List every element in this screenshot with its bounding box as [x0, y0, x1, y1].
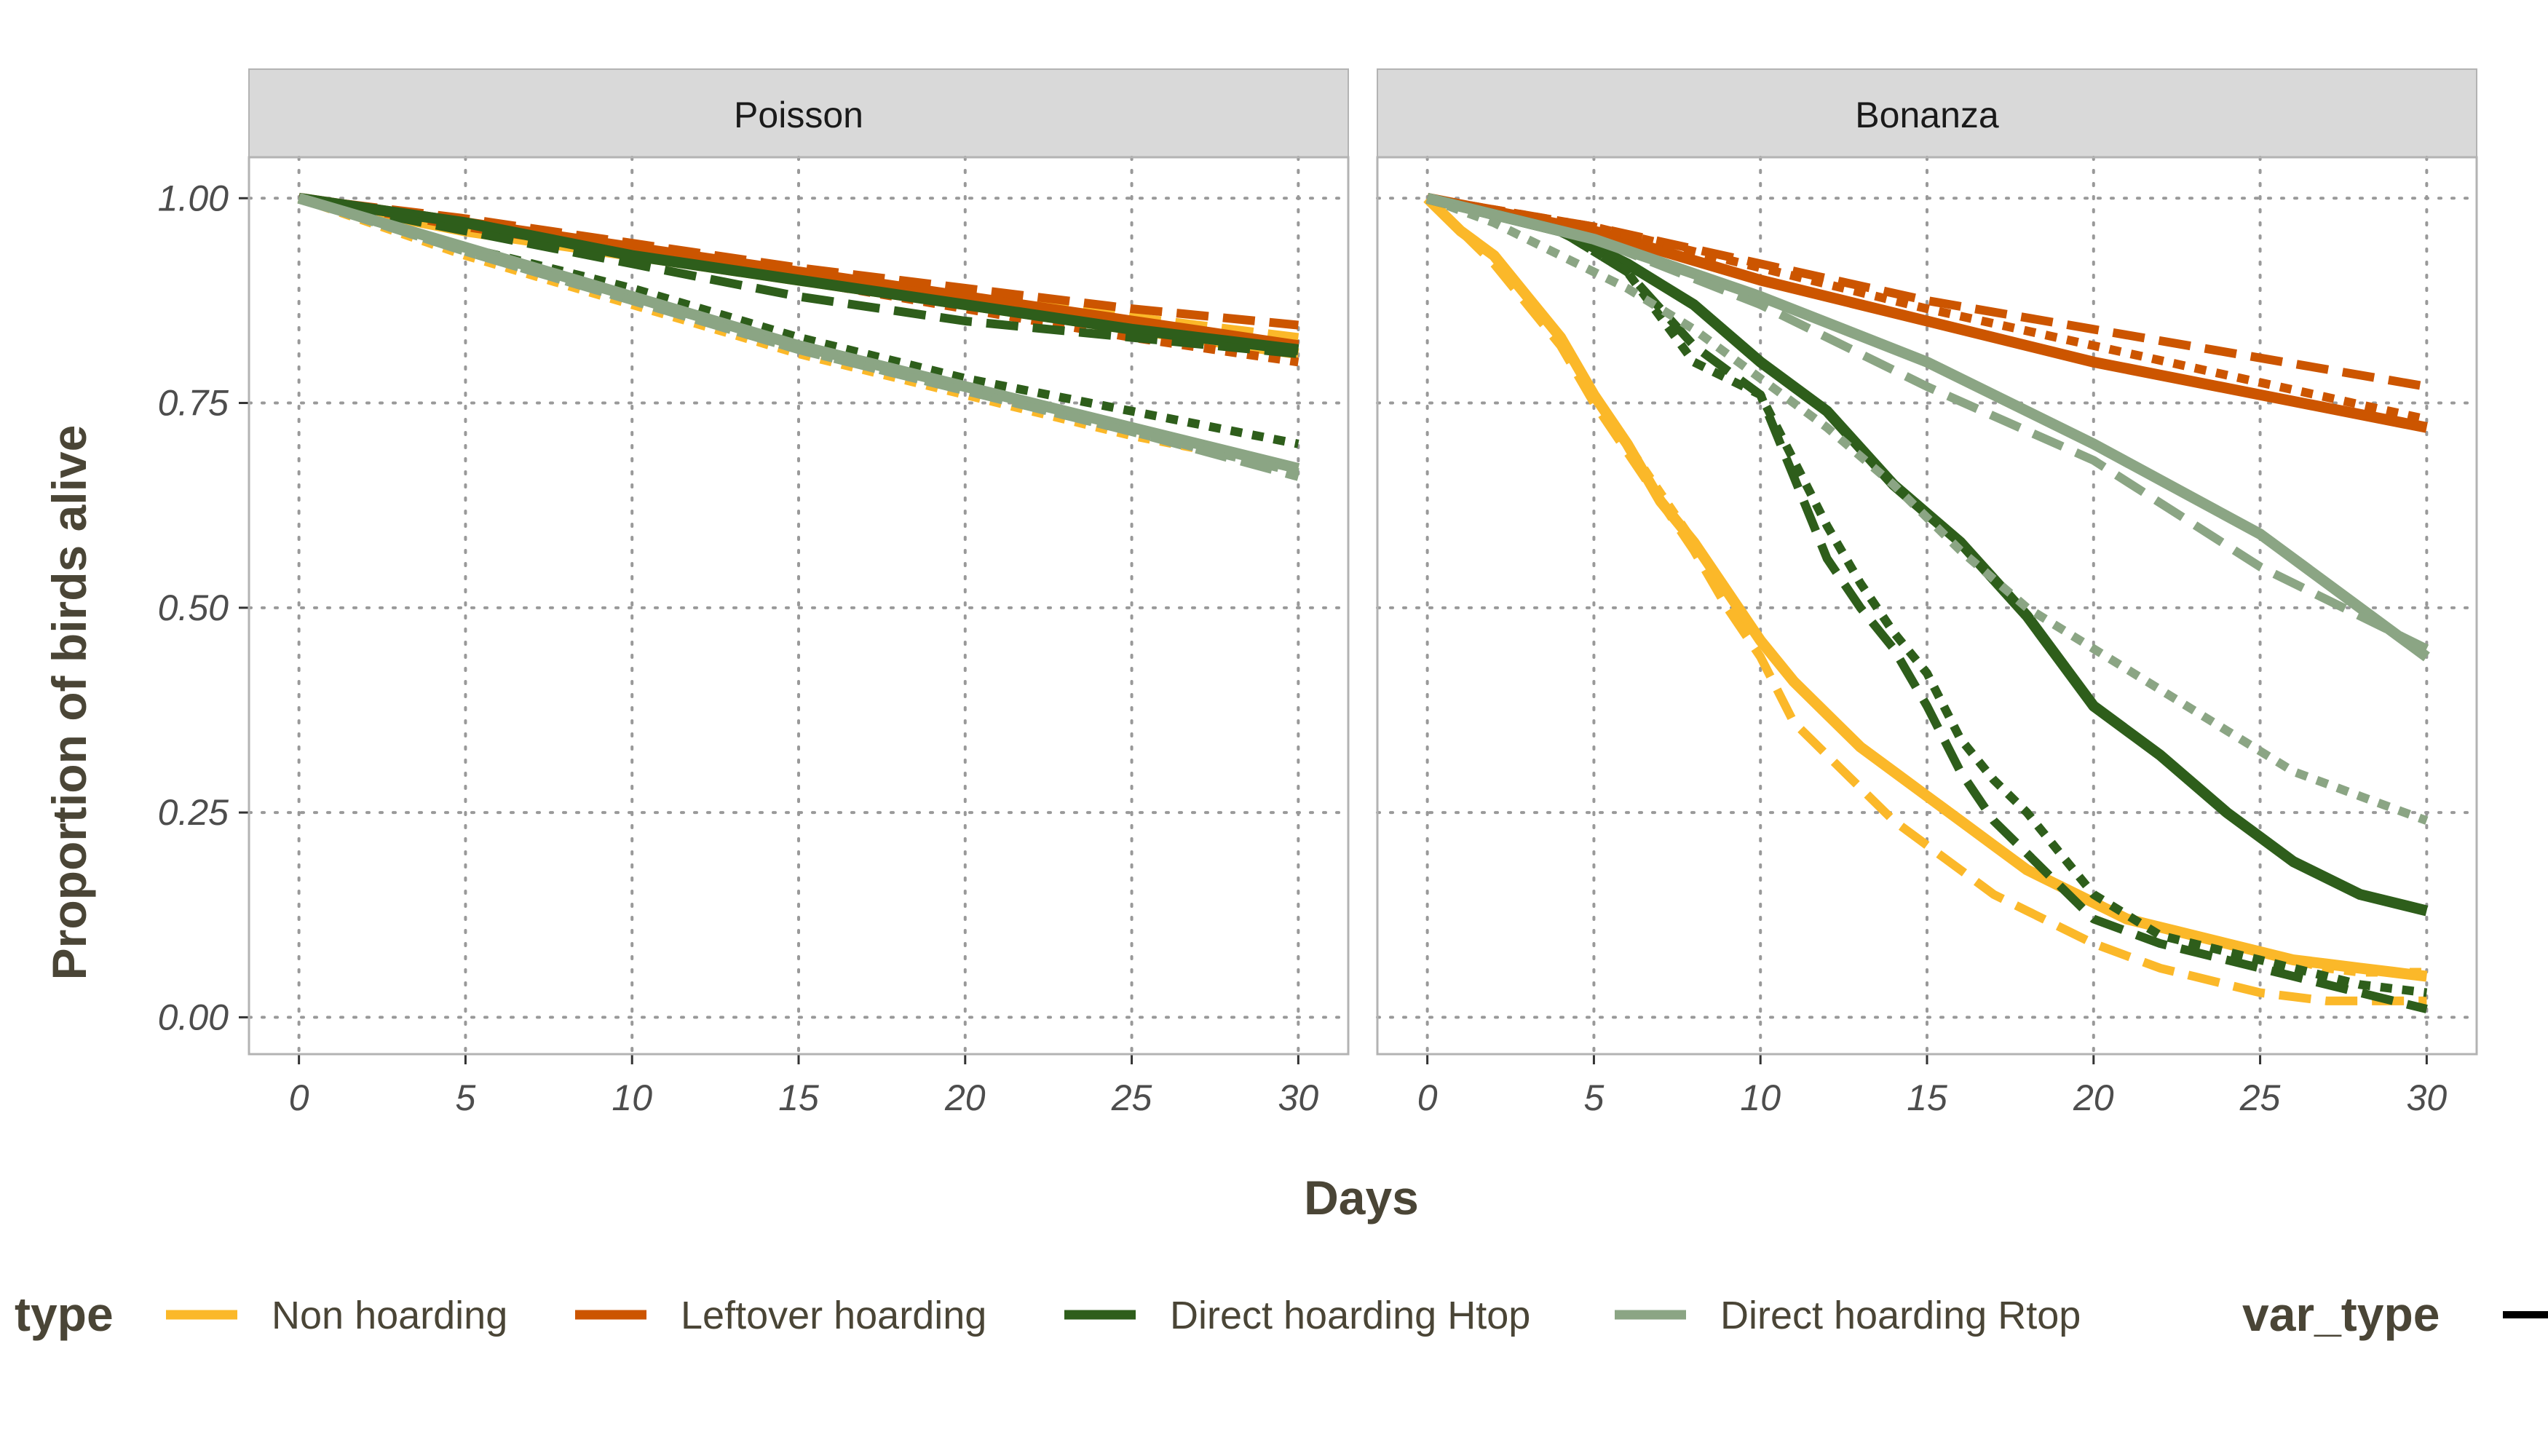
- y-tick-label: 0.25: [158, 792, 229, 833]
- series-line-bonanza-non-hoarding-dotted: [1424, 195, 2427, 977]
- series-line-bonanza-leftover-hoarding-dotted: [1426, 194, 2428, 424]
- strip-bonanza: [1377, 68, 2477, 158]
- legend-label-leftover-hoarding: Leftover hoarding: [681, 1294, 986, 1337]
- strip-poisson: [248, 68, 1349, 158]
- y-tick-label: 0.75: [158, 383, 229, 424]
- x-tick-label: 0: [1417, 1077, 1438, 1118]
- y-axis-title: Proportion of birds alive: [42, 425, 96, 981]
- series-line-poisson-direct-hoarding-htop-dotted: [297, 194, 1299, 448]
- x-tick-label: 30: [2407, 1077, 2448, 1118]
- series-line-bonanza-direct-hoarding-rtop-dashed: [1426, 194, 2429, 653]
- series-line-poisson-direct-hoarding-htop-dashed: [298, 194, 1299, 358]
- x-tick-label: 25: [1111, 1077, 1152, 1118]
- series-line-bonanza-leftover-hoarding-dashed: [1426, 194, 2428, 391]
- x-axis-title: Days: [1304, 1171, 1419, 1224]
- strip-label-poisson: Poisson: [734, 95, 863, 135]
- x-tick-label: 0: [289, 1077, 309, 1118]
- legend-label-non-hoarding: Non hoarding: [272, 1294, 507, 1337]
- legend-label-direct-hoarding-htop: Direct hoarding Htop: [1170, 1294, 1530, 1337]
- series-line-bonanza-direct-hoarding-rtop-dotted: [1425, 194, 2429, 825]
- series-line-bonanza-direct-hoarding-htop-dotted: [1426, 194, 2428, 997]
- legend: type var_type Non hoarding Leftover hoard…: [15, 1287, 2548, 1341]
- x-tick-label: 10: [1740, 1077, 1781, 1118]
- series-line-poisson-direct-hoarding-rtop-dashed: [297, 194, 1299, 481]
- strip-label-bonanza: Bonanza: [1855, 95, 1999, 135]
- series-line-poisson-direct-hoarding-htop-solid: [298, 192, 1299, 355]
- x-tick-label: 15: [1907, 1077, 1947, 1118]
- y-tick-label: 0.50: [158, 587, 229, 628]
- legend-title-var-type: var_type: [2242, 1287, 2440, 1341]
- y-tick-label: 0.00: [158, 997, 229, 1037]
- x-tick-label: 20: [944, 1077, 986, 1118]
- panel-border-poisson: [248, 156, 1350, 1056]
- x-tick-label: 20: [2073, 1077, 2114, 1118]
- x-tick-label: 10: [612, 1077, 652, 1118]
- y-tick-label: 1.00: [158, 178, 229, 218]
- panel-border-bonanza: [1376, 156, 2478, 1056]
- legend-label-direct-hoarding-rtop: Direct hoarding Rtop: [1720, 1294, 2081, 1337]
- x-tick-label: 25: [2239, 1077, 2281, 1118]
- x-tick-label: 30: [1278, 1077, 1319, 1118]
- x-tick-label: 5: [456, 1077, 476, 1118]
- x-tick-label: 5: [1584, 1077, 1605, 1118]
- series-line-bonanza-non-hoarding-dashed: [1424, 195, 2427, 1005]
- series-line-poisson-direct-hoarding-rtop-dotted: [297, 194, 1299, 478]
- x-tick-label: 15: [778, 1077, 819, 1118]
- legend-title-type: type: [15, 1287, 114, 1341]
